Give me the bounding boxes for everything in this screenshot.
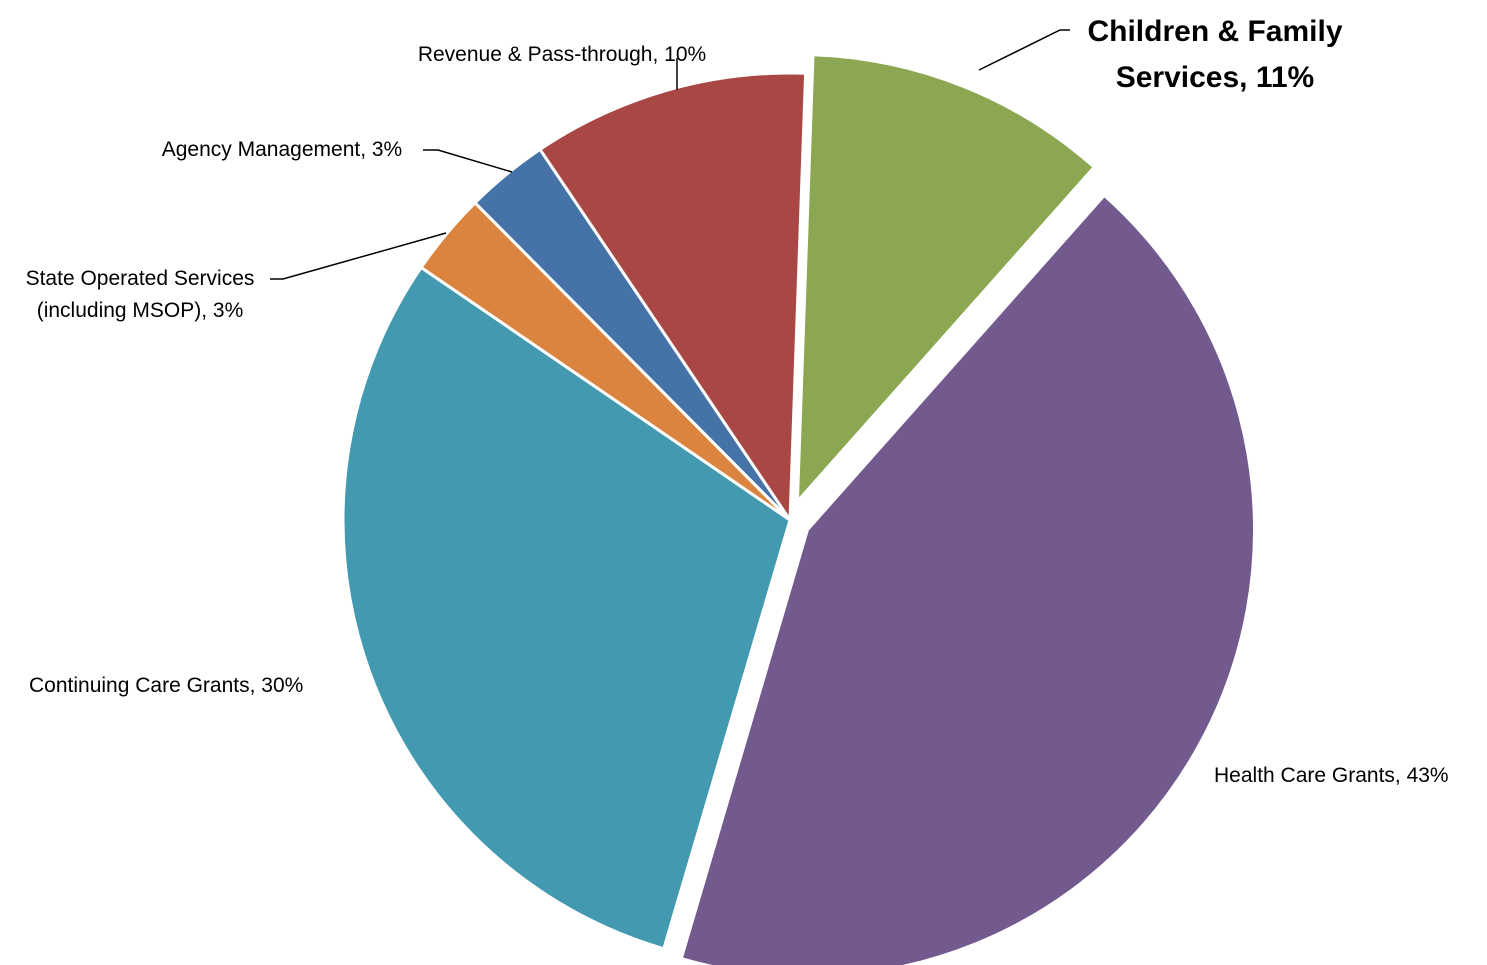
- label-state-operated-services-including-msop: State Operated Services (including MSOP),…: [26, 267, 255, 322]
- slice-continuing-care-grants: [341, 265, 792, 951]
- leader-line-agency-management: [423, 149, 513, 173]
- label-line: Services, 11%: [1116, 61, 1315, 94]
- label-line: Children & Family: [1087, 15, 1342, 48]
- label-line: Agency Management, 3%: [162, 138, 402, 161]
- label-line: Revenue & Pass-through, 10%: [418, 43, 706, 66]
- label-line: (including MSOP), 3%: [37, 299, 244, 322]
- pie-slices: [341, 53, 1256, 965]
- label-line: Health Care Grants, 43%: [1214, 764, 1449, 787]
- label-revenue-pass-through: Revenue & Pass-through, 10%: [418, 43, 706, 66]
- leader-line-children-family-services: [978, 29, 1070, 71]
- pie-labels: Children & Family Services, 11% Health Car…: [26, 15, 1449, 787]
- label-health-care-grants: Health Care Grants, 43%: [1214, 764, 1449, 787]
- label-line: State Operated Services: [26, 267, 255, 290]
- slice-revenue-pass-through: [537, 71, 808, 525]
- slice-health-care-grants: [679, 193, 1256, 965]
- label-leader-lines: [270, 29, 1070, 280]
- label-line: Continuing Care Grants, 30%: [29, 674, 303, 697]
- label-continuing-care-grants: Continuing Care Grants, 30%: [29, 674, 303, 697]
- label-agency-management: Agency Management, 3%: [162, 138, 402, 161]
- label-children-family-services: Children & Family Services, 11%: [1087, 15, 1342, 94]
- leader-line-state-operated-services-including-msop: [270, 232, 447, 280]
- slice-children-family-services: [795, 53, 1097, 506]
